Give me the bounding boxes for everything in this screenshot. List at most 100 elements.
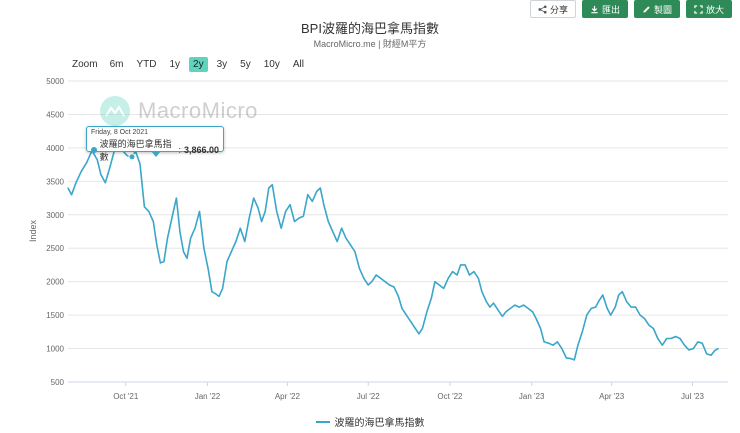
enlarge-button[interactable]: 放大 [685, 0, 732, 18]
toolbar: 分享 匯出 製圖 放大 [529, 0, 732, 18]
zoom-ytd-button[interactable]: YTD [136, 59, 157, 70]
data-point [349, 244, 352, 246]
tooltip: Friday, 8 Oct 2021 波羅的海巴拿馬指數: 3,866.00 [86, 126, 224, 162]
data-point [166, 237, 169, 239]
series-line [67, 143, 719, 361]
y-tick-label: 2000 [46, 278, 64, 287]
data-point [468, 274, 471, 276]
x-tick-label: Oct '21 [113, 392, 139, 401]
data-point [311, 200, 313, 202]
data-point [443, 287, 445, 289]
data-point [602, 294, 604, 296]
data-point [595, 306, 597, 308]
data-point [464, 264, 466, 266]
data-point [401, 307, 403, 310]
data-point [363, 277, 365, 279]
data-point [316, 190, 318, 192]
data-point [456, 274, 458, 276]
zoom-10y-button[interactable]: 10y [263, 59, 280, 70]
data-point [586, 314, 588, 316]
tooltip-series-dot-icon [91, 147, 97, 153]
zoom-5y-button[interactable]: 5y [240, 59, 251, 70]
zoom-all-button[interactable]: All [292, 59, 304, 70]
data-point [460, 264, 462, 266]
data-point [203, 247, 205, 249]
data-point [577, 344, 579, 346]
data-point [714, 349, 716, 352]
y-tick-label: 3000 [46, 211, 64, 220]
data-point [581, 331, 583, 333]
data-point [257, 207, 259, 209]
data-point [182, 250, 185, 253]
y-tick-label: 5000 [46, 77, 64, 86]
data-point [332, 230, 334, 233]
y-tick-label: 3500 [46, 177, 64, 186]
data-point [148, 210, 150, 213]
data-point [109, 167, 111, 169]
data-point [397, 295, 400, 297]
share-label: 分享 [549, 4, 568, 15]
data-point [244, 240, 246, 243]
data-point [280, 227, 282, 229]
data-point [211, 291, 213, 293]
data-point [717, 347, 719, 350]
data-point [492, 302, 495, 304]
data-point [230, 250, 233, 253]
data-point [218, 295, 220, 297]
zoom-2y-button[interactable]: 2y [189, 57, 208, 72]
zoom-6m-button[interactable]: 6m [109, 59, 124, 70]
watermark-logo-icon [100, 96, 130, 126]
data-point [657, 337, 659, 340]
data-point [630, 306, 632, 308]
legend[interactable]: 波羅的海巴拿馬指數 [0, 414, 740, 429]
copy-chart-button[interactable]: 製圖 [633, 0, 680, 18]
data-point [547, 342, 550, 344]
y-axis-ticks: 500 1000 1500 2000 2500 3000 3500 4000 4500 5000 [46, 77, 64, 387]
data-point [561, 347, 563, 350]
zoom-3y-button[interactable]: 3y [216, 59, 228, 70]
data-point [688, 349, 690, 351]
data-point [438, 284, 440, 286]
data-point [485, 301, 487, 303]
data-point [239, 227, 241, 229]
data-point [621, 291, 623, 293]
data-point [293, 220, 296, 223]
y-axis-label: Index [28, 219, 38, 242]
data-point [539, 327, 542, 330]
data-point [235, 240, 237, 243]
chart-title: BPI波羅的海巴拿馬指數 [301, 21, 439, 36]
data-point [264, 210, 266, 213]
data-point [635, 306, 637, 308]
export-button[interactable]: 匯出 [581, 0, 628, 18]
share-button[interactable]: 分享 [529, 0, 576, 18]
data-point [643, 317, 646, 320]
data-point [531, 311, 534, 313]
data-point [670, 337, 672, 340]
data-point [323, 204, 325, 206]
data-point [214, 293, 217, 295]
data-point [302, 215, 304, 217]
data-point [371, 281, 373, 283]
data-point [509, 307, 511, 310]
data-point [261, 220, 263, 223]
data-point [100, 174, 102, 176]
data-point [327, 220, 329, 223]
y-tick-label: 2500 [46, 244, 64, 253]
data-point [358, 267, 360, 269]
data-point [706, 353, 708, 355]
data-point [139, 163, 141, 165]
data-point [679, 337, 681, 340]
data-point [501, 315, 503, 318]
data-point [86, 162, 88, 164]
watermark-text: MacroMicro [138, 98, 258, 123]
zoom-1y-button[interactable]: 1y [169, 59, 181, 70]
data-point [674, 335, 677, 338]
data-point [535, 317, 537, 320]
data-point [156, 244, 158, 246]
tooltip-row: 波羅的海巴拿馬指數: 3,866.00 [91, 137, 219, 163]
data-point [285, 210, 287, 213]
series-points [67, 143, 719, 361]
data-point [426, 311, 428, 313]
data-point [414, 327, 416, 330]
